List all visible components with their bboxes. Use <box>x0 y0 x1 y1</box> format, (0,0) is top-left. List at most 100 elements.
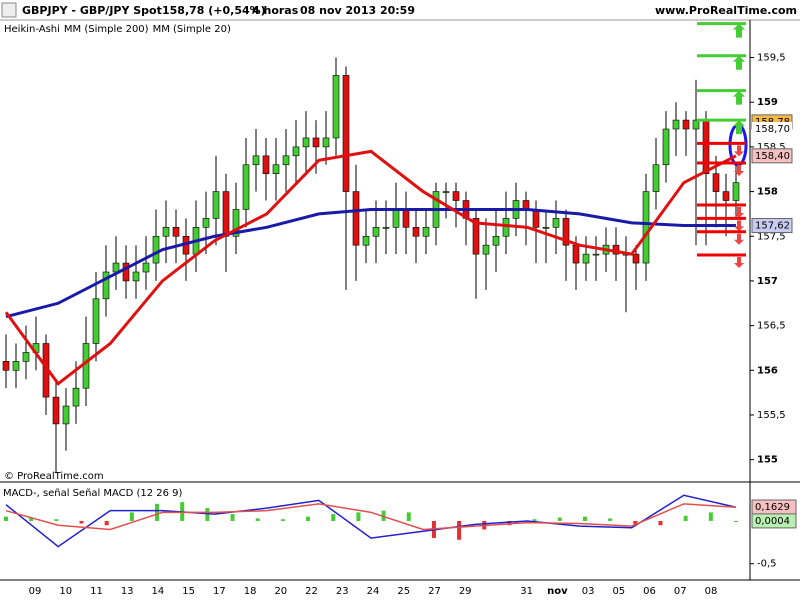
moving-average <box>4 149 737 386</box>
y-tick-label: 159 <box>757 97 778 108</box>
arrow-up <box>733 23 745 38</box>
histogram-bar <box>507 520 512 526</box>
x-tick-label: 05 <box>612 586 625 597</box>
y-tick-label: 159,5 <box>757 53 786 64</box>
x-tick-label: 07 <box>674 586 687 597</box>
candle-body <box>152 235 160 264</box>
x-tick-label: 18 <box>244 586 257 597</box>
x-tick-label: 09 <box>29 586 42 597</box>
value-tag <box>751 513 797 529</box>
candle-body <box>572 244 580 264</box>
candle-body <box>72 387 80 407</box>
candle-body <box>142 262 150 273</box>
arrow-down <box>734 220 744 232</box>
site: www.ProRealTime.com <box>655 4 797 17</box>
candle-body <box>62 405 70 425</box>
candle-body <box>582 253 590 264</box>
histogram-bar <box>457 520 462 540</box>
price-tag <box>751 218 793 234</box>
histogram-bar <box>306 516 311 521</box>
macd-label: MACD (12 26 9) <box>103 488 182 499</box>
copyright: © ProRealTime.com <box>4 471 104 482</box>
candle-body <box>202 218 210 228</box>
y-tick-label: 157,5 <box>757 231 786 242</box>
value-tag-label: 0,1629 <box>755 502 790 513</box>
y-tick-label: 155,5 <box>757 410 786 421</box>
arrow-down <box>734 145 744 157</box>
candle-body <box>542 227 550 229</box>
price-tag <box>751 148 793 164</box>
arrow-down <box>734 206 744 218</box>
candle-body <box>122 262 130 282</box>
candle-body <box>482 244 490 255</box>
candle-body <box>22 352 30 362</box>
candle-body <box>272 164 280 175</box>
histogram-bar <box>54 519 59 521</box>
candle-body <box>392 209 400 228</box>
candle-body <box>562 218 570 246</box>
legend: Heikin-Ashi MM (Simple 200) MM (Simple 20) <box>4 24 231 35</box>
candle-body <box>382 227 390 229</box>
x-tick-label: 20 <box>274 586 287 597</box>
histogram-bar <box>4 516 8 521</box>
y-tick-label: 156,5 <box>757 321 786 332</box>
price-tag-label: 157,62 <box>755 221 790 232</box>
candle-body <box>652 164 660 192</box>
candle-body <box>242 164 250 210</box>
candle-body <box>662 128 670 166</box>
x-tick-label: 13 <box>121 586 134 597</box>
x-tick-label: 17 <box>213 586 226 597</box>
x-tick-label: 24 <box>367 586 380 597</box>
candle-body <box>292 146 300 157</box>
signal-label: Señal <box>73 488 101 499</box>
arrow-down <box>734 164 744 176</box>
x-tick-label: 22 <box>305 586 318 597</box>
x-tick-label: 03 <box>582 586 595 597</box>
candle-body <box>232 209 240 237</box>
candle-body <box>672 119 680 130</box>
menu-icon[interactable] <box>1 2 17 18</box>
candle-body <box>162 227 170 237</box>
y-tick-label: 157 <box>757 276 778 287</box>
histogram-bar <box>406 512 411 521</box>
histogram-bar <box>155 503 160 521</box>
legend-entry: MM (Simple 200) <box>64 24 149 35</box>
histogram-bar <box>104 520 109 526</box>
histogram-bar <box>356 512 361 521</box>
candle-body <box>312 137 320 148</box>
x-tick-label: 14 <box>152 586 165 597</box>
candle-body <box>82 343 90 389</box>
candle-body <box>302 137 310 148</box>
candle-body <box>332 75 340 139</box>
arrow-down <box>734 257 744 269</box>
candle-body <box>92 298 100 344</box>
x-tick-label: nov <box>547 586 568 597</box>
x-tick-label: 23 <box>336 586 349 597</box>
candle-body <box>112 262 120 273</box>
candle-body <box>702 119 710 175</box>
histogram-bar <box>734 520 738 522</box>
candle-body <box>682 119 690 130</box>
x-tick-label: 15 <box>182 586 195 597</box>
candle-body <box>732 182 740 201</box>
candle-body <box>132 271 140 282</box>
y-tick-label: 155 <box>757 455 778 466</box>
histogram-bar <box>230 514 235 521</box>
price-tag-label: 158,70 <box>755 124 790 135</box>
period: 4 horas <box>252 4 299 17</box>
histogram-bar <box>255 518 260 521</box>
x-tick-label: 25 <box>397 586 410 597</box>
candle-body <box>402 209 410 228</box>
histogram-bar <box>532 519 537 521</box>
x-tick-label: 08 <box>705 586 718 597</box>
candle-body <box>212 191 220 219</box>
moving-average <box>5 207 736 319</box>
candle-body <box>282 155 290 166</box>
histogram-bar <box>683 515 688 521</box>
candle-body <box>252 155 260 166</box>
legend-entry: Heikin-Ashi <box>4 24 60 35</box>
legend-entry: MM (Simple 20) <box>153 24 231 35</box>
y-tick-label: 158 <box>757 187 778 198</box>
pane-title: MACD-, señal <box>3 488 70 499</box>
candle-body <box>552 218 560 228</box>
